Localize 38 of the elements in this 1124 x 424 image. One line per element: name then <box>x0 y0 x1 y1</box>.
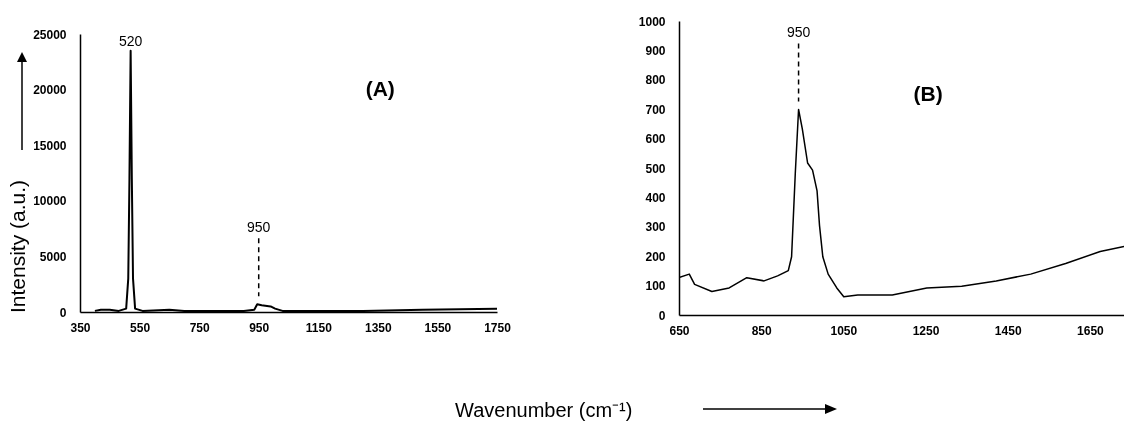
x-tick-label: 1650 <box>1077 323 1105 338</box>
annotation: 520 <box>118 32 143 49</box>
y-tick-label: 800 <box>645 73 666 88</box>
y-tick-label: 0 <box>59 305 67 320</box>
y-tick-label: 10000 <box>33 194 67 209</box>
x-tick-label: 650 <box>669 323 690 338</box>
y-tick-label: 700 <box>645 102 666 117</box>
x-tick-label: 550 <box>130 320 151 335</box>
x-tick-label: 1350 <box>365 320 393 335</box>
x-tick-label: 750 <box>189 320 210 335</box>
y-tick-label: 20000 <box>33 83 67 98</box>
y-tick-label: 0 <box>658 308 666 323</box>
y-axis-title: Intensity (a.u.) <box>5 179 29 314</box>
annotation: (B) <box>913 81 943 105</box>
y-tick-label: 300 <box>645 220 666 235</box>
y-tick-label: 900 <box>645 43 666 58</box>
x-tick-label: 1150 <box>305 320 333 335</box>
y-tick-label: 25000 <box>33 27 67 42</box>
x-tick-label: 1550 <box>424 320 452 335</box>
annotation: 950 <box>247 219 271 236</box>
x-tick-label: 1250 <box>912 323 940 338</box>
y-tick-label: 500 <box>645 161 666 176</box>
x-tick-label: 850 <box>751 323 773 338</box>
y-tick-label: 5000 <box>39 249 67 264</box>
x-tick-label: 950 <box>249 320 270 335</box>
y-tick-label: 1000 <box>638 14 666 29</box>
annotation: (A) <box>365 76 395 100</box>
x-tick-label: 1450 <box>994 323 1022 338</box>
y-tick-label: 100 <box>645 279 666 294</box>
annotation: 950 <box>786 24 811 41</box>
y-tick-label: 400 <box>645 190 666 205</box>
x-axis-title: Wavenumber (cm⁻¹) <box>455 398 633 423</box>
y-tick-label: 600 <box>645 132 666 147</box>
y-tick-label: 200 <box>645 249 666 264</box>
y-tick-label: 15000 <box>33 138 67 153</box>
x-tick-label: 1050 <box>830 323 858 338</box>
x-tick-label: 1750 <box>484 320 512 335</box>
x-tick-label: 350 <box>70 320 91 335</box>
